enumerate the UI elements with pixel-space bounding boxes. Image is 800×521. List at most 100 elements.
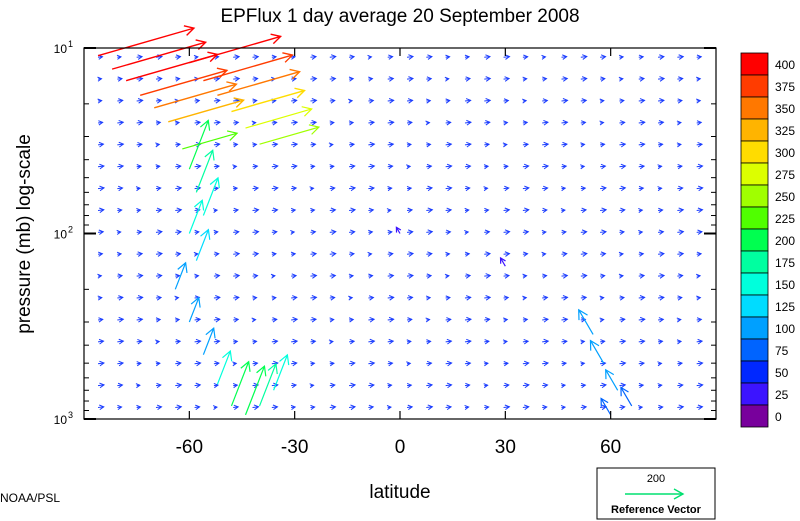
background-vector (155, 361, 161, 367)
background-vector (329, 98, 336, 104)
background-vector (233, 295, 240, 301)
background-vector (522, 76, 528, 82)
background-vector (464, 207, 470, 214)
background-vector (97, 273, 103, 279)
background-vector (213, 295, 221, 301)
background-vector (271, 207, 279, 214)
background-vector (522, 141, 530, 148)
background-vector (117, 404, 123, 411)
background-vector (677, 98, 683, 104)
background-vector (252, 207, 260, 214)
background-vector (117, 360, 125, 367)
background-vector (349, 382, 357, 389)
background-vector (677, 382, 684, 389)
background-vector (542, 207, 548, 214)
colorbar-swatch (740, 118, 769, 142)
background-vector (310, 339, 317, 345)
background-vector (328, 142, 334, 148)
background-vector (560, 383, 567, 389)
background-vector (117, 163, 125, 170)
background-vector (522, 185, 530, 192)
background-vector (175, 339, 182, 345)
background-vector (599, 120, 605, 126)
background-vector (175, 404, 183, 411)
background-vector (580, 273, 588, 279)
background-vector (580, 339, 586, 345)
background-vector (677, 185, 684, 192)
background-vector (194, 317, 202, 323)
background-vector (329, 361, 335, 367)
background-vector (213, 163, 221, 170)
background-vector (522, 229, 530, 235)
background-vector (194, 382, 202, 389)
background-vector (600, 229, 608, 235)
background-vector (349, 185, 357, 192)
background-vector (445, 251, 451, 257)
background-vector (425, 98, 432, 104)
background-vector (233, 251, 241, 257)
background-vector (252, 339, 258, 345)
background-vector (522, 404, 530, 411)
background-vector (580, 207, 588, 214)
background-vector (561, 273, 569, 279)
background-vector (580, 185, 587, 192)
background-vector (638, 54, 645, 60)
background-vector (367, 54, 373, 60)
background-vector (349, 142, 356, 148)
background-vector (97, 141, 105, 148)
background-vector (387, 98, 395, 104)
background-vector (329, 54, 337, 60)
background-vector (638, 338, 646, 345)
background-vector (349, 207, 357, 214)
background-vector (677, 295, 683, 301)
background-vector (426, 207, 434, 214)
background-vector (600, 251, 607, 257)
background-vector (560, 404, 567, 410)
background-vector (97, 163, 105, 170)
background-vector (387, 251, 394, 257)
background-vector (271, 404, 279, 411)
background-vector (445, 98, 451, 104)
background-vector (580, 164, 586, 170)
vector-field (97, 25, 704, 416)
background-vector (348, 317, 355, 323)
colorbar-swatch (740, 382, 769, 406)
background-vector (252, 163, 259, 170)
background-vector (522, 207, 530, 214)
background-vector (291, 163, 298, 170)
background-vector (561, 338, 568, 345)
background-vector (444, 76, 450, 82)
background-vector (658, 273, 666, 279)
reference-vector-magnitude: 200 (647, 473, 665, 485)
colorbar-swatch (740, 228, 769, 252)
background-vector (349, 54, 356, 60)
background-vector (619, 120, 626, 126)
colorbar-swatch (740, 250, 769, 274)
background-vector (464, 163, 472, 170)
background-vector (213, 185, 220, 192)
background-vector (174, 120, 181, 126)
colorbar-label: 375 (775, 80, 795, 94)
background-vector (117, 295, 124, 301)
background-vector (580, 142, 586, 148)
background-vector (117, 273, 124, 279)
background-vector (696, 141, 704, 148)
colorbar-label: 100 (775, 322, 795, 336)
background-vector (271, 54, 278, 60)
background-vector (677, 404, 685, 411)
background-vector (155, 382, 162, 389)
background-vector (368, 382, 375, 389)
background-vector (696, 360, 704, 367)
background-vector (522, 317, 529, 323)
background-vector (368, 76, 374, 82)
background-vector (464, 76, 472, 82)
background-vector (194, 273, 200, 279)
background-vector (175, 142, 182, 148)
background-vector (406, 229, 414, 235)
background-vector (464, 119, 472, 126)
x-axis-ticks: -60 -30 0 30 60 (176, 48, 621, 458)
background-vector (136, 98, 144, 104)
colorbar-label: 25 (775, 388, 789, 402)
background-vector (194, 98, 201, 104)
background-vector (580, 251, 588, 257)
